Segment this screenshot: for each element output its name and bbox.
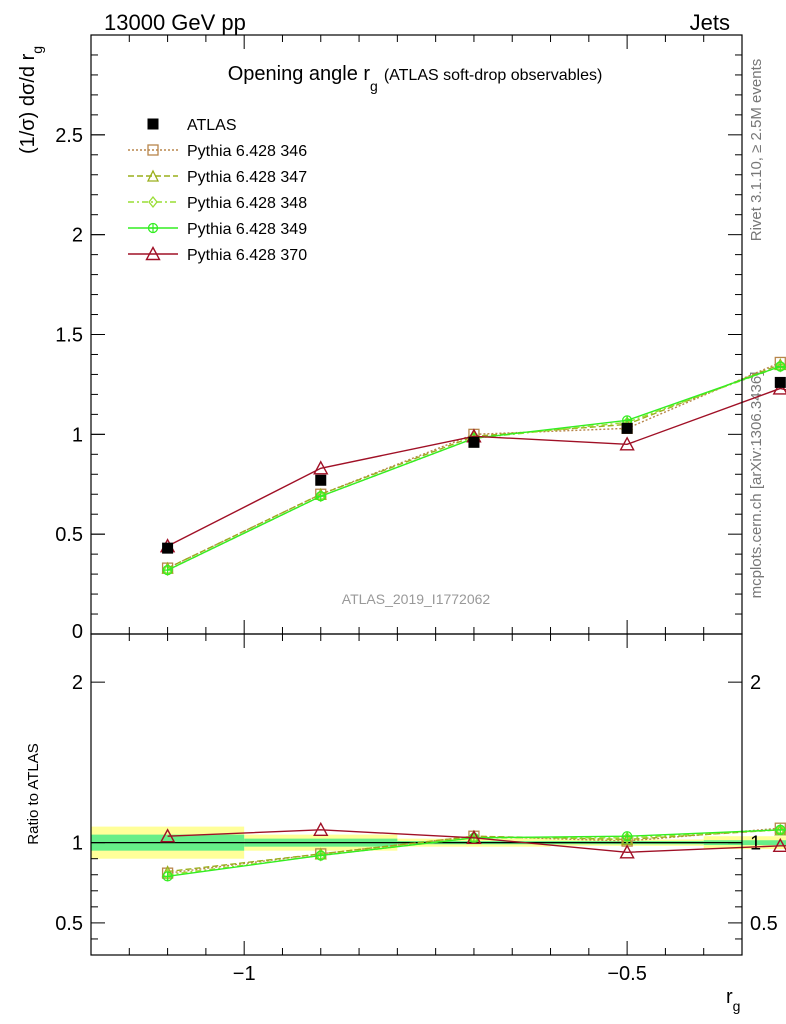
title-suffix: (ATLAS soft-drop observables): [384, 67, 602, 84]
main-series-3-point: [315, 491, 326, 502]
ratio-series-3-point-cross: [163, 871, 173, 881]
ratio-series-3-point: [775, 824, 786, 835]
main-axis-ticks: 0 0.5 1 1.5 2 2.5: [55, 35, 742, 643]
legend-marker-3: [147, 222, 159, 234]
main-series-4-point: [313, 460, 329, 475]
ratio-series-4-point: [313, 821, 329, 837]
legend-marker-3-cross: [148, 223, 158, 233]
main-series-3-point: [775, 361, 786, 372]
data-point: [162, 542, 174, 554]
ratio-series-line-4: [167, 829, 786, 853]
main-series-4-point: [619, 436, 635, 451]
ratio-ylabel: Ratio to ATLAS: [25, 743, 42, 844]
legend-marker-0: [147, 144, 159, 156]
legend-label-2: Pythia 6.428 348: [187, 195, 307, 212]
xtick-label: −0.5: [607, 963, 646, 985]
ratio-ytick-label-left: 1: [72, 833, 83, 855]
xlabel-main: r: [726, 986, 733, 1008]
watermark: ATLAS_2019_I1772062: [342, 591, 491, 607]
main-series-layer: [159, 356, 786, 577]
legend-label-1: Pythia 6.428 347: [187, 169, 307, 186]
legend: ATLAS Pythia 6.428 346 Pythia 6.428 347 Pyt…: [128, 117, 307, 264]
ratio-series-3-point: [162, 871, 173, 882]
ratio-series-4-point: [159, 828, 176, 843]
mcplots-label: mcplots.cern.ch [arXiv:1306.3436]: [748, 372, 765, 599]
main-series-3-point-cross: [316, 491, 326, 501]
header-left: 13000 GeV pp: [104, 10, 246, 35]
xlabel: rg: [726, 986, 740, 1014]
data-point: [621, 422, 633, 434]
data-point: [468, 436, 480, 448]
ratio-series-3-point-cross: [775, 825, 785, 835]
title-sub: g: [370, 78, 378, 94]
main-ytick-label: 2.5: [55, 125, 83, 147]
ylabel-main: (1/σ) dσ/d r: [17, 53, 39, 154]
legend-label-0: Pythia 6.428 346: [187, 143, 307, 160]
ratio-plot-frame: [90, 633, 743, 956]
ratio-ytick-label-left: 2: [72, 672, 83, 694]
ratio-series-4-point: [466, 829, 482, 845]
main-ytick-label: 0.5: [55, 524, 83, 546]
main-ylabel: (1/σ) dσ/d rg: [17, 46, 45, 154]
ratio-series-3-point-cross: [622, 831, 632, 841]
legend-label-data: ATLAS: [187, 117, 237, 134]
legend-marker-4: [145, 246, 161, 261]
ratio-ytick-label-right: 1: [750, 833, 761, 855]
ratio-series-layer: [159, 821, 786, 882]
main-series-3-point-cross: [163, 565, 173, 575]
legend-marker-2: [148, 195, 158, 209]
main-ytick-label: 1: [72, 424, 83, 446]
chart-title: Opening angle rg (ATLAS soft-drop observa…: [228, 63, 603, 94]
xlabel-sub: g: [733, 998, 741, 1014]
ratio-series-3-point-cross: [316, 850, 326, 860]
rivet-label: Rivet 3.1.10, ≥ 2.5M events: [748, 59, 765, 242]
title-main: Opening angle r: [228, 63, 371, 85]
header-right: Jets: [690, 10, 730, 35]
ratio-series-4-point: [619, 844, 635, 859]
xtick-label: −1: [233, 963, 256, 985]
ratio-series-4-point: [772, 837, 786, 853]
legend-marker-data: [147, 118, 159, 130]
data-point: [774, 376, 786, 388]
ratio-ytick-label-left: 0.5: [55, 913, 83, 935]
ratio-ytick-label-right: 0.5: [750, 913, 778, 935]
main-series-line-4: [167, 387, 786, 547]
ratio-inner-band-4: [703, 840, 786, 846]
main-series-3-point-cross: [775, 361, 785, 371]
main-series-line-3: [167, 365, 786, 571]
ratio-series-3-point: [315, 850, 326, 861]
main-series-line-1: [167, 363, 786, 569]
ratio-bands: [91, 826, 786, 859]
main-ytick-label: 1.5: [55, 325, 83, 347]
main-ytick-label: 2: [72, 225, 83, 247]
ratio-ytick-label-right: 2: [750, 672, 761, 694]
legend-label-4: Pythia 6.428 370: [187, 247, 307, 264]
ratio-series-3-point: [621, 831, 633, 842]
ratio-series-line-3: [167, 829, 786, 878]
ratio-series-line-1: [167, 829, 786, 873]
data-point: [315, 474, 327, 486]
main-series-line-0: [167, 361, 786, 569]
ylabel-sub: g: [29, 46, 45, 54]
legend-marker-1: [146, 169, 160, 182]
main-series-3-point: [162, 564, 173, 576]
ratio-axis-ticks: 0.5 0.5 1 1 2 2 −1 −0.5: [55, 634, 778, 985]
main-ytick-label: 0: [72, 621, 83, 643]
legend-label-3: Pythia 6.428 349: [187, 221, 307, 238]
